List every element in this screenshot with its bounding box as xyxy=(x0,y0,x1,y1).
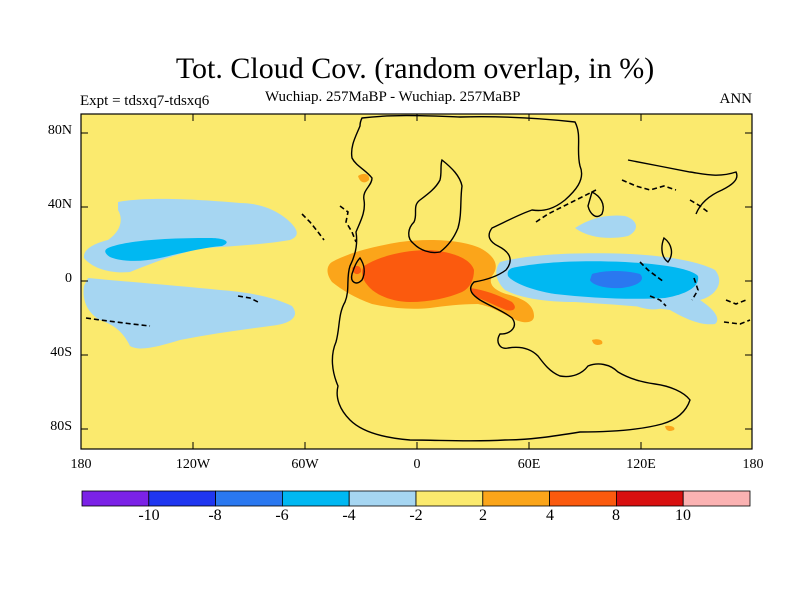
colorbar-swatch xyxy=(215,490,283,507)
terrane-b xyxy=(661,236,673,263)
colorbar-swatch xyxy=(81,490,150,507)
colorbar-swatch xyxy=(148,490,217,507)
terrane-a xyxy=(587,190,604,218)
lat-label: 0 xyxy=(65,271,72,286)
map-panel xyxy=(80,113,753,450)
colorbar-label: -2 xyxy=(409,507,423,524)
colorbar-swatch xyxy=(415,490,484,507)
colorbar-label: 10 xyxy=(675,507,691,524)
colorbar-swatch xyxy=(616,490,684,507)
colorbar-swatch xyxy=(682,490,751,507)
colorbar-label: 8 xyxy=(612,507,620,524)
axis-ticks xyxy=(81,114,752,449)
colorbar-label: -6 xyxy=(275,507,289,524)
east-coast-fragment xyxy=(350,256,365,284)
map-subtitle: Wuchiap. 257MaBP - Wuchiap. 257MaBP xyxy=(265,89,521,105)
colorbar-label: 2 xyxy=(479,507,487,524)
island-coastlines xyxy=(85,179,751,327)
colorbar-swatch xyxy=(348,490,417,507)
coastlines xyxy=(331,114,738,442)
east-asia-coast xyxy=(627,159,738,215)
lat-label: 80S xyxy=(50,419,72,434)
colorbar-swatch xyxy=(482,490,550,507)
lat-label: 40N xyxy=(47,197,72,212)
colorbar-label: 4 xyxy=(546,507,554,524)
map-title: Tot. Cloud Cov. (random overlap, in %) xyxy=(175,52,655,85)
lat-label: 40S xyxy=(50,345,72,360)
colorbar xyxy=(81,490,751,507)
lon-label: 180 xyxy=(70,457,92,472)
colorbar-swatch xyxy=(281,490,350,507)
lon-label: 60E xyxy=(517,457,541,472)
season-label: ANN xyxy=(719,91,753,107)
negative-anomaly-strong xyxy=(590,271,642,289)
colorbar-label: -4 xyxy=(342,507,356,524)
colorbar-label: -10 xyxy=(138,507,160,524)
lat-label: 80N xyxy=(47,123,72,138)
tethys-coast-inner xyxy=(408,158,463,254)
lon-label: 120E xyxy=(626,457,656,472)
experiment-label: Expt = tdsxq7-tdsxq6 xyxy=(80,93,210,109)
lon-label: 120W xyxy=(175,457,211,472)
positive-anomaly-red xyxy=(352,250,515,311)
lon-label: 180 xyxy=(742,457,764,472)
lon-label: 0 xyxy=(413,457,421,472)
pangaea-coastline xyxy=(331,114,691,442)
colorbar-label: -8 xyxy=(208,507,222,524)
lon-label: 60W xyxy=(291,457,319,472)
colorbar-swatch xyxy=(549,490,617,507)
